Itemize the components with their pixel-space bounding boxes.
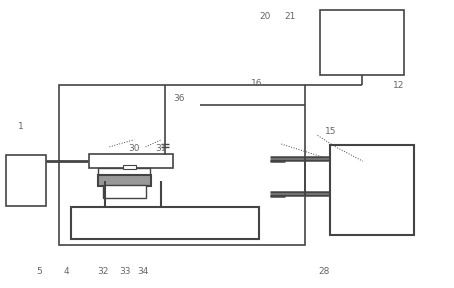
Bar xyxy=(59,85,305,245)
Text: 15: 15 xyxy=(326,127,337,136)
Bar xyxy=(330,145,415,234)
Text: 32: 32 xyxy=(97,267,108,276)
Bar xyxy=(98,175,151,185)
Text: 12: 12 xyxy=(393,81,405,90)
Bar xyxy=(103,185,146,198)
Bar xyxy=(123,165,137,169)
Text: 31: 31 xyxy=(156,144,167,153)
Bar xyxy=(71,207,259,239)
Bar xyxy=(98,168,150,175)
Text: 4: 4 xyxy=(64,267,69,276)
Text: 28: 28 xyxy=(319,267,330,276)
Text: 30: 30 xyxy=(128,144,140,153)
Text: 16: 16 xyxy=(251,79,262,88)
Bar xyxy=(6,156,46,206)
Text: 20: 20 xyxy=(260,12,271,21)
Text: 33: 33 xyxy=(119,267,131,276)
Bar xyxy=(89,154,173,168)
Text: 21: 21 xyxy=(285,12,296,21)
Text: 34: 34 xyxy=(138,267,149,276)
Text: 1: 1 xyxy=(18,122,24,131)
Bar xyxy=(320,10,405,75)
Text: 5: 5 xyxy=(36,267,42,276)
Text: 36: 36 xyxy=(174,94,185,103)
